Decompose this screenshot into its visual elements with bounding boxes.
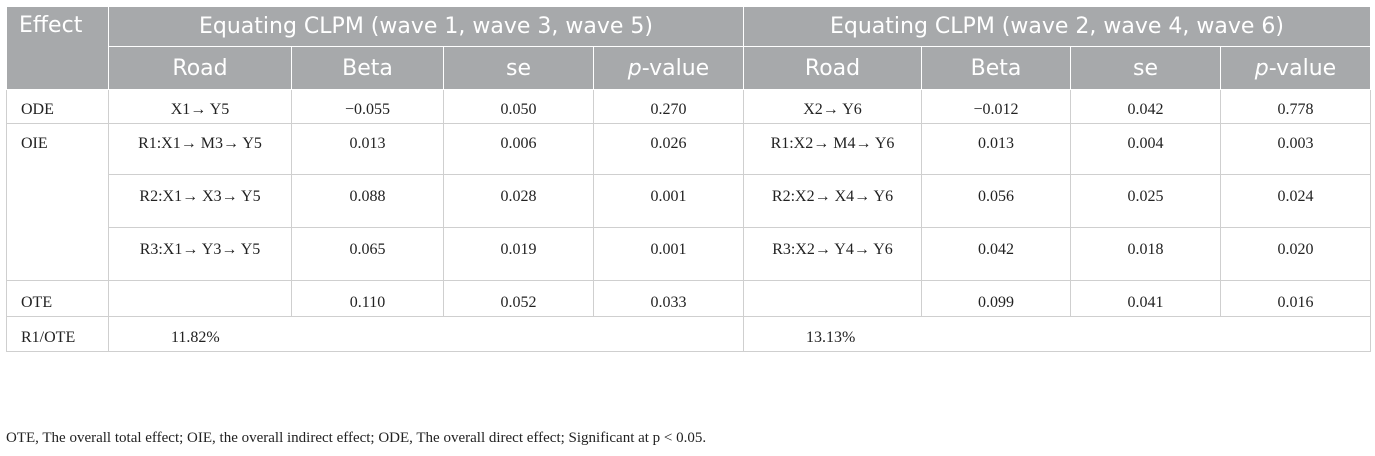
se-cell: 0.028 [443, 174, 594, 228]
header-beta-1: Beta [291, 46, 444, 90]
road-cell: X2→ Y6 [743, 89, 922, 124]
beta-cell: 0.088 [291, 174, 444, 228]
header-group-2: Equating CLPM (wave 2, wave 4, wave 6) [743, 6, 1371, 47]
se-cell: 0.042 [1070, 89, 1221, 124]
se-cell: 0.018 [1070, 227, 1221, 281]
se-cell: 0.052 [443, 280, 594, 317]
table-row-r1: OIE R1:X1→ M3→ Y5 0.013 0.006 0.026 R1:X… [6, 123, 1371, 281]
se-cell: 0.004 [1070, 123, 1221, 175]
road-cell: X1→ Y5 [108, 89, 292, 124]
header-se-2: se [1070, 46, 1221, 90]
pvalue-cell: 0.016 [1220, 280, 1371, 317]
pvalue-cell: 0.003 [1220, 123, 1371, 175]
road-cell: R1:X1→ M3→ Y5 [108, 123, 292, 175]
road-cell: R3:X2→ Y4→ Y6 [743, 227, 922, 281]
results-table: Effect Equating CLPM (wave 1, wave 3, wa… [6, 6, 1371, 352]
header-pvalue-1: p-value [593, 46, 744, 90]
header-row-columns: Road Beta se p-value Road Beta se p-valu… [7, 46, 1371, 90]
se-cell: 0.050 [443, 89, 594, 124]
row-label: R1/OTE [6, 316, 109, 352]
se-cell: 0.041 [1070, 280, 1221, 317]
table-row-r2: R2:X1→ X3→ Y5 0.088 0.028 0.001 R2:X2→ X… [7, 174, 1371, 228]
road-cell: R1:X2→ M4→ Y6 [743, 123, 922, 175]
se-cell: 0.025 [1070, 174, 1221, 228]
pvalue-cell: 0.026 [593, 123, 744, 175]
road-cell: R2:X1→ X3→ Y5 [108, 174, 292, 228]
table-row-ratio: R1/OTE 11.82% 13.13% [6, 316, 1371, 352]
se-cell: 0.019 [443, 227, 594, 281]
pvalue-cell: 0.020 [1220, 227, 1371, 281]
road-cell: R3:X1→ Y3→ Y5 [108, 227, 292, 281]
header-effect: Effect [6, 6, 109, 90]
road-cell: R2:X2→ X4→ Y6 [743, 174, 922, 228]
road-cell [743, 280, 922, 317]
row-label: OIE [6, 123, 109, 281]
se-cell: 0.006 [443, 123, 594, 175]
header-beta-2: Beta [921, 46, 1071, 90]
beta-cell: 0.099 [921, 280, 1071, 317]
beta-cell: −0.012 [921, 89, 1071, 124]
header-row-groups: Effect Equating CLPM (wave 1, wave 3, wa… [6, 6, 1371, 90]
beta-cell: 0.013 [921, 123, 1071, 175]
pvalue-cell: 0.024 [1220, 174, 1371, 228]
pvalue-cell: 0.270 [593, 89, 744, 124]
ratio-cell-2: 13.13% [743, 316, 1371, 352]
beta-cell: −0.055 [291, 89, 444, 124]
table-row-r3: R3:X1→ Y3→ Y5 0.065 0.019 0.001 R3:X2→ Y… [7, 227, 1371, 281]
header-road-1: Road [108, 46, 292, 90]
beta-cell: 0.056 [921, 174, 1071, 228]
beta-cell: 0.013 [291, 123, 444, 175]
header-road-2: Road [743, 46, 922, 90]
table-row-ote: OTE 0.110 0.052 0.033 0.099 0.041 0.016 [6, 280, 1371, 317]
road-cell [108, 280, 292, 317]
header-se-1: se [443, 46, 594, 90]
pvalue-cell: 0.001 [593, 174, 744, 228]
beta-cell: 0.065 [291, 227, 444, 281]
pvalue-cell: 0.778 [1220, 89, 1371, 124]
beta-cell: 0.042 [921, 227, 1071, 281]
header-pvalue-2: p-value [1220, 46, 1371, 90]
row-label: ODE [6, 89, 109, 124]
pvalue-cell: 0.001 [593, 227, 744, 281]
header-group-1: Equating CLPM (wave 1, wave 3, wave 5) [108, 6, 744, 47]
table-footnote: OTE, The overall total effect; OIE, the … [6, 430, 707, 446]
row-label: OTE [6, 280, 109, 317]
pvalue-cell: 0.033 [593, 280, 744, 317]
ratio-cell-1: 11.82% [108, 316, 744, 352]
table-row-ode: ODE X1→ Y5 −0.055 0.050 0.270 X2→ Y6 −0.… [6, 89, 1371, 124]
beta-cell: 0.110 [291, 280, 444, 317]
